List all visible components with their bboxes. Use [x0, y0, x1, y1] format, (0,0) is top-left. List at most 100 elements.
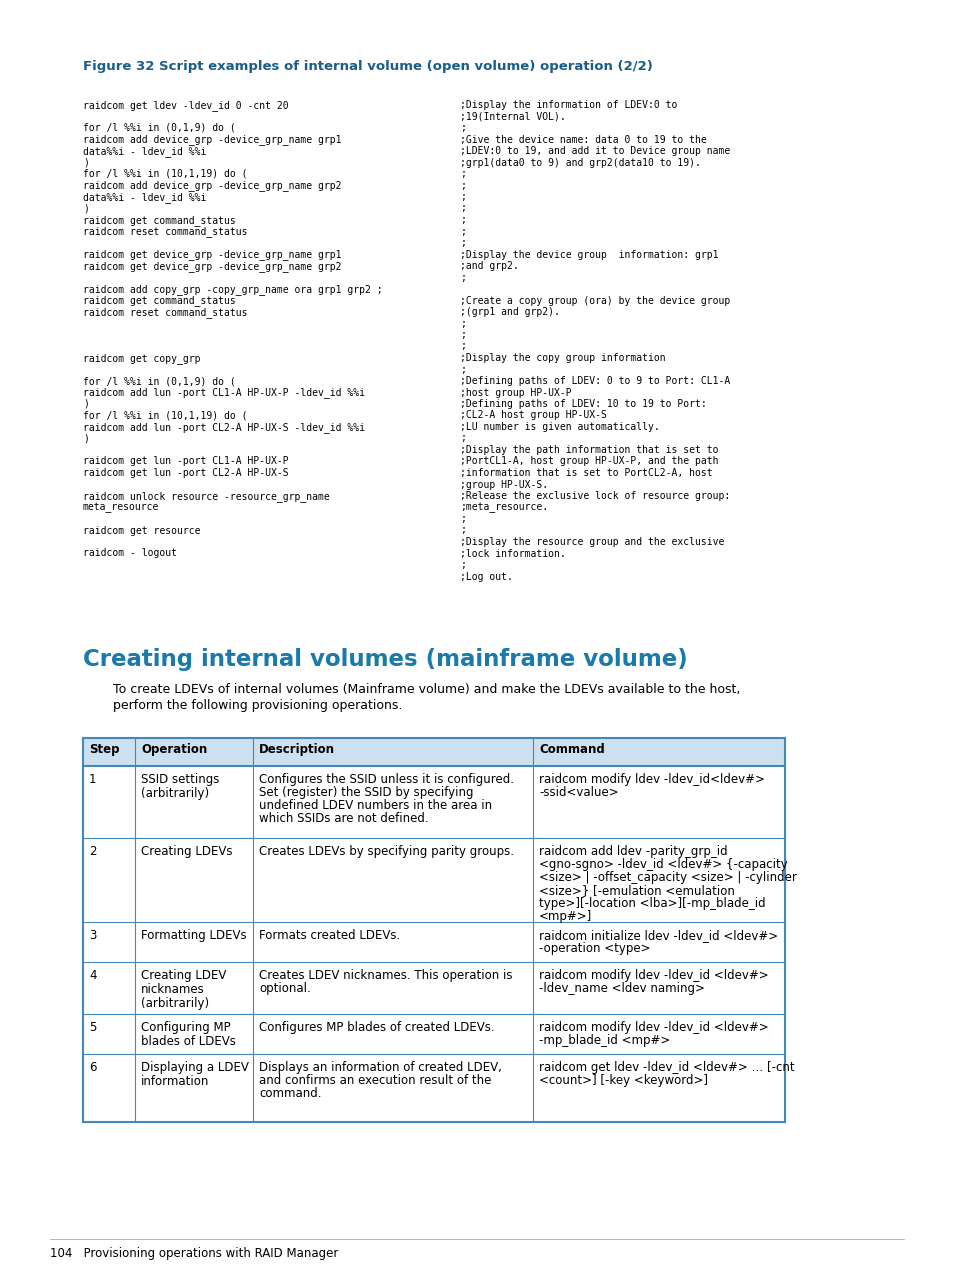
Text: ): ): [83, 203, 89, 214]
Text: ;: ;: [459, 215, 465, 225]
Text: ): ): [83, 158, 89, 168]
Text: meta_resource: meta_resource: [83, 502, 159, 513]
Text: ;: ;: [459, 169, 465, 179]
Text: Figure 32 Script examples of internal volume (open volume) operation (2/2): Figure 32 Script examples of internal vo…: [83, 60, 652, 72]
Bar: [83, 738, 784, 766]
Text: -operation <type>: -operation <type>: [538, 942, 650, 955]
Text: 1: 1: [89, 773, 96, 785]
Text: raidcom add device_grp -device_grp_name grp2: raidcom add device_grp -device_grp_name …: [83, 180, 341, 192]
Text: raidcom get device_grp -device_grp_name grp1: raidcom get device_grp -device_grp_name …: [83, 249, 341, 261]
Text: SSID settings: SSID settings: [141, 773, 219, 785]
Text: perform the following provisioning operations.: perform the following provisioning opera…: [112, 699, 402, 712]
Text: 4: 4: [89, 969, 96, 982]
Text: ;LU number is given automatically.: ;LU number is given automatically.: [459, 422, 659, 432]
Text: raidcom get lun -port CL1-A HP-UX-P: raidcom get lun -port CL1-A HP-UX-P: [83, 456, 289, 466]
Text: -ldev_name <ldev naming>: -ldev_name <ldev naming>: [538, 982, 704, 995]
Text: ;: ;: [459, 525, 465, 535]
Text: Configures MP blades of created LDEVs.: Configures MP blades of created LDEVs.: [258, 1021, 494, 1035]
Text: for /l %%i in (0,1,9) do (: for /l %%i in (0,1,9) do (: [83, 376, 235, 386]
Text: raidcom - logout: raidcom - logout: [83, 549, 177, 558]
Text: Step: Step: [89, 744, 119, 756]
Text: ;Display the path information that is set to: ;Display the path information that is se…: [459, 445, 718, 455]
Text: raidcom get resource: raidcom get resource: [83, 525, 200, 535]
Text: ;Release the exclusive lock of resource group:: ;Release the exclusive lock of resource …: [459, 491, 729, 501]
Text: raidcom add lun -port CL2-A HP-UX-S -ldev_id %%i: raidcom add lun -port CL2-A HP-UX-S -lde…: [83, 422, 365, 433]
Text: (arbitrarily): (arbitrarily): [141, 787, 209, 799]
Text: ;Display the device group  information: grp1: ;Display the device group information: g…: [459, 249, 718, 259]
Text: raidcom add ldev -parity_grp_id: raidcom add ldev -parity_grp_id: [538, 845, 727, 858]
Text: 3: 3: [89, 929, 96, 942]
Text: <size>} [-emulation <emulation: <size>} [-emulation <emulation: [538, 885, 734, 897]
Text: raidcom get command_status: raidcom get command_status: [83, 295, 235, 306]
Text: Formats created LDEVs.: Formats created LDEVs.: [258, 929, 400, 942]
Text: Description: Description: [258, 744, 335, 756]
Text: ;: ;: [459, 180, 465, 191]
Text: ;: ;: [459, 238, 465, 248]
Text: data%%i - ldev_id %%i: data%%i - ldev_id %%i: [83, 192, 206, 203]
Text: raidcom reset command_status: raidcom reset command_status: [83, 308, 247, 318]
Text: <gno-sgno> -ldev_id <ldev#> {-capacity: <gno-sgno> -ldev_id <ldev#> {-capacity: [538, 858, 787, 871]
Text: ;Log out.: ;Log out.: [459, 572, 513, 582]
Text: ;and grp2.: ;and grp2.: [459, 261, 518, 271]
Text: ;PortCL1-A, host group HP-UX-P, and the path: ;PortCL1-A, host group HP-UX-P, and the …: [459, 456, 718, 466]
Text: -ssid<value>: -ssid<value>: [538, 785, 618, 799]
Text: Creates LDEVs by specifying parity groups.: Creates LDEVs by specifying parity group…: [258, 845, 514, 858]
Text: ;: ;: [459, 342, 465, 352]
Text: Set (register) the SSID by specifying: Set (register) the SSID by specifying: [258, 785, 473, 799]
Text: ;Give the device name: data 0 to 19 to the: ;Give the device name: data 0 to 19 to t…: [459, 135, 706, 145]
Text: <mp#>]: <mp#>]: [538, 910, 592, 923]
Text: ): ): [83, 399, 89, 409]
Text: ;: ;: [459, 330, 465, 341]
Text: information: information: [141, 1075, 209, 1088]
Text: and confirms an execution result of the: and confirms an execution result of the: [258, 1074, 491, 1087]
Text: ;group HP-UX-S.: ;group HP-UX-S.: [459, 479, 548, 489]
Text: Formatting LDEVs: Formatting LDEVs: [141, 929, 247, 942]
Text: raidcom reset command_status: raidcom reset command_status: [83, 226, 247, 238]
Text: Displays an information of created LDEV,: Displays an information of created LDEV,: [258, 1061, 501, 1074]
Text: raidcom initialize ldev -ldev_id <ldev#>: raidcom initialize ldev -ldev_id <ldev#>: [538, 929, 778, 942]
Text: ;Display the resource group and the exclusive: ;Display the resource group and the excl…: [459, 538, 723, 547]
Text: raidcom modify ldev -ldev_id <ldev#>: raidcom modify ldev -ldev_id <ldev#>: [538, 1021, 768, 1035]
Text: ;Defining paths of LDEV: 0 to 9 to Port: CL1-A: ;Defining paths of LDEV: 0 to 9 to Port:…: [459, 376, 729, 386]
Text: raidcom modify ldev -ldev_id <ldev#>: raidcom modify ldev -ldev_id <ldev#>: [538, 969, 768, 982]
Text: 5: 5: [89, 1021, 96, 1035]
Text: undefined LDEV numbers in the area in: undefined LDEV numbers in the area in: [258, 799, 492, 812]
Text: raidcom add copy_grp -copy_grp_name ora grp1 grp2 ;: raidcom add copy_grp -copy_grp_name ora …: [83, 283, 382, 295]
Text: ;: ;: [459, 433, 465, 444]
Text: optional.: optional.: [258, 982, 311, 995]
Text: raidcom get command_status: raidcom get command_status: [83, 215, 235, 226]
Text: ;Defining paths of LDEV: 10 to 19 to Port:: ;Defining paths of LDEV: 10 to 19 to Por…: [459, 399, 706, 409]
Text: for /l %%i in (10,1,19) do (: for /l %%i in (10,1,19) do (: [83, 411, 247, 421]
Text: (arbitrarily): (arbitrarily): [141, 996, 209, 1010]
Text: ;: ;: [459, 272, 465, 282]
Text: type>][-location <lba>][-mp_blade_id: type>][-location <lba>][-mp_blade_id: [538, 897, 765, 910]
Text: raidcom modify ldev -ldev_id<ldev#>: raidcom modify ldev -ldev_id<ldev#>: [538, 773, 764, 785]
Text: 104   Provisioning operations with RAID Manager: 104 Provisioning operations with RAID Ma…: [50, 1247, 338, 1260]
Text: raidcom get ldev -ldev_id 0 -cnt 20: raidcom get ldev -ldev_id 0 -cnt 20: [83, 100, 289, 111]
Text: for /l %%i in (0,1,9) do (: for /l %%i in (0,1,9) do (: [83, 123, 235, 133]
Text: ;: ;: [459, 319, 465, 328]
Text: for /l %%i in (10,1,19) do (: for /l %%i in (10,1,19) do (: [83, 169, 247, 179]
Text: ;: ;: [459, 513, 465, 524]
Text: Configuring MP: Configuring MP: [141, 1021, 231, 1035]
Text: ): ): [83, 433, 89, 444]
Text: Command: Command: [538, 744, 604, 756]
Text: ;: ;: [459, 226, 465, 236]
Text: raidcom add device_grp -device_grp_name grp1: raidcom add device_grp -device_grp_name …: [83, 135, 341, 145]
Text: data%%i - ldev_id %%i: data%%i - ldev_id %%i: [83, 146, 206, 156]
Text: ;: ;: [459, 192, 465, 202]
Text: nicknames: nicknames: [141, 982, 205, 996]
Text: ;CL2-A host group HP-UX-S: ;CL2-A host group HP-UX-S: [459, 411, 606, 421]
Text: ;Create a copy group (ora) by the device group: ;Create a copy group (ora) by the device…: [459, 295, 729, 305]
Text: which SSIDs are not defined.: which SSIDs are not defined.: [258, 812, 428, 825]
Text: ;: ;: [459, 123, 465, 133]
Text: ;: ;: [459, 561, 465, 569]
Text: Configures the SSID unless it is configured.: Configures the SSID unless it is configu…: [258, 773, 514, 785]
Text: ;lock information.: ;lock information.: [459, 549, 565, 558]
Text: ;host group HP-UX-P: ;host group HP-UX-P: [459, 388, 571, 398]
Text: Creating LDEV: Creating LDEV: [141, 969, 226, 982]
Text: ;: ;: [459, 365, 465, 375]
Text: ;Display the information of LDEV:0 to: ;Display the information of LDEV:0 to: [459, 100, 677, 111]
Text: ;(grp1 and grp2).: ;(grp1 and grp2).: [459, 308, 559, 316]
Text: <size> | -offset_capacity <size> | -cylinder: <size> | -offset_capacity <size> | -cyli…: [538, 871, 796, 885]
